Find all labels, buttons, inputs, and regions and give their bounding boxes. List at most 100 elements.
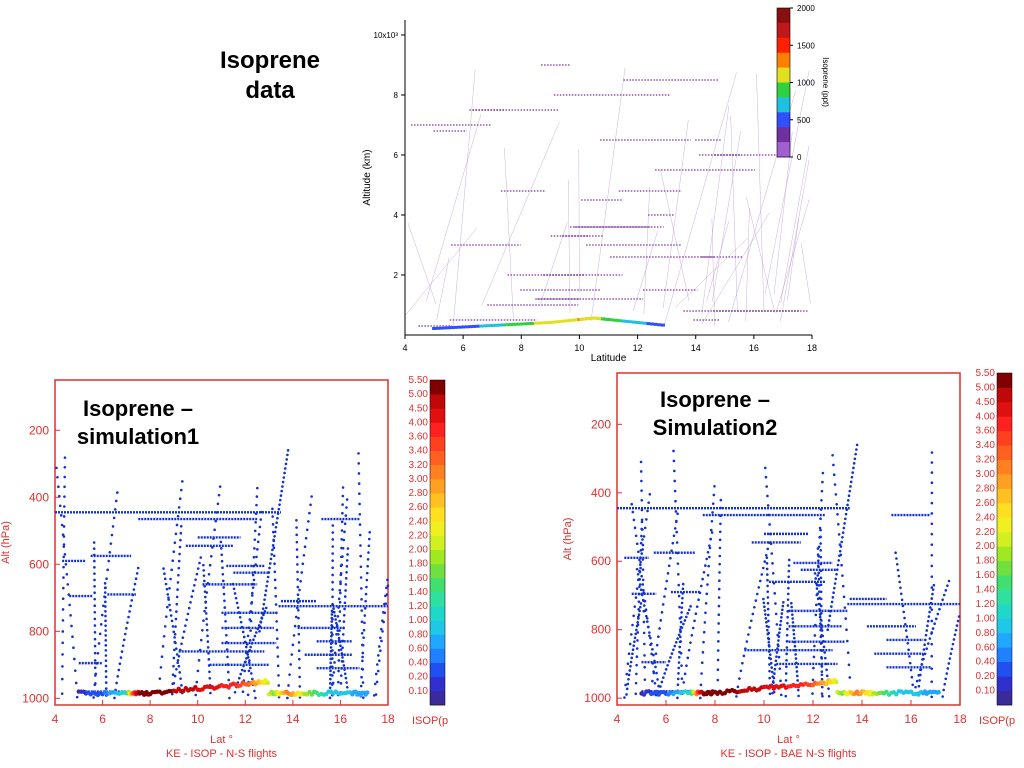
profile-point (754, 599, 758, 602)
profile-point (844, 517, 847, 521)
profile-point (220, 553, 223, 557)
profile-point (814, 613, 818, 617)
profile-point (232, 587, 236, 591)
profile-point (718, 546, 722, 550)
profile-point (272, 546, 276, 550)
colorbar-segment (997, 676, 1012, 691)
data-point (606, 318, 611, 321)
profile-point (677, 594, 681, 598)
profile-point (207, 572, 211, 576)
profile-point (295, 518, 298, 522)
profile-point (285, 458, 288, 461)
profile-point (241, 690, 245, 693)
profile-point (922, 657, 925, 661)
profile-point (361, 659, 364, 663)
profile-point (766, 578, 769, 582)
profile-point (222, 586, 225, 589)
profile-point (255, 555, 258, 559)
data-point (646, 322, 651, 326)
profile-point (842, 595, 846, 599)
profile-point (640, 518, 644, 522)
x-tick-label: 18 (807, 343, 817, 353)
profile-point (629, 664, 632, 668)
profile-point (345, 570, 348, 574)
profile-point (195, 680, 199, 684)
profile-point (379, 636, 382, 640)
data-point (555, 320, 560, 324)
profile-point (849, 485, 852, 488)
profile-point (630, 502, 634, 506)
colorbar-segment (997, 401, 1012, 417)
profile-point (844, 512, 848, 516)
colorbar-segment (777, 22, 790, 39)
profile-point (194, 578, 197, 581)
profile-point (343, 672, 347, 676)
colorbar-segment (430, 648, 445, 664)
profile-point (906, 641, 910, 645)
y-tick-label: 200 (591, 417, 611, 431)
profile-point (643, 642, 646, 646)
colorbar-segment (430, 380, 445, 395)
profile-point (180, 684, 183, 687)
profile-point (768, 523, 771, 526)
profile-point (206, 640, 210, 643)
profile-point (636, 631, 640, 634)
colorbar-segment (997, 560, 1012, 576)
profile-point (169, 608, 172, 612)
profile-point (678, 628, 682, 632)
profile-point (764, 553, 768, 557)
profile-point (936, 612, 940, 616)
profile-point (787, 558, 791, 562)
profile-point (930, 608, 934, 611)
profile-point (271, 548, 274, 552)
profile-point (339, 674, 343, 677)
profile-point (896, 568, 900, 572)
colorbar-tick-label: 0.40 (976, 657, 996, 668)
profile-point (678, 617, 682, 620)
profile-point (812, 655, 816, 659)
profile-point (925, 647, 928, 650)
profile-point (372, 694, 376, 697)
profile-point (904, 629, 908, 632)
profile-point (303, 545, 307, 549)
profile-point (294, 615, 298, 619)
profile-point (777, 655, 781, 659)
profile-point (240, 668, 244, 672)
colorbar-segment (997, 603, 1012, 619)
profile-point (253, 547, 256, 550)
profile-point (700, 661, 704, 665)
profile-point (766, 547, 770, 551)
profile-point (109, 542, 113, 545)
data-point (661, 323, 666, 327)
profile-point (175, 610, 178, 613)
profile-point (679, 652, 683, 655)
profile-point (381, 630, 384, 633)
profile-point (175, 595, 179, 599)
profile-point (382, 611, 385, 614)
profile-point (763, 609, 767, 612)
data-point (537, 321, 542, 325)
colorbar-tick-label: 3.40 (409, 446, 429, 457)
profile-point (665, 579, 669, 583)
profile-point (636, 639, 639, 642)
profile-point (93, 591, 96, 595)
profile-point (682, 681, 686, 684)
profile-point (62, 586, 65, 590)
profile-point (93, 644, 97, 648)
profile-point (816, 592, 819, 596)
profile-point (278, 498, 282, 502)
profile-point (926, 619, 930, 623)
profile-point (104, 634, 108, 637)
colorbar-tick-label: 0.80 (409, 629, 429, 640)
profile-point (93, 683, 97, 687)
profile-point (699, 683, 703, 687)
profile-point (329, 642, 333, 645)
profile-point (784, 679, 788, 682)
profile-point (357, 452, 360, 455)
profile-point (850, 475, 854, 479)
profile-point (753, 605, 756, 609)
colorbar-segment (430, 478, 445, 494)
profile-point (645, 616, 649, 620)
profile-point (360, 631, 364, 635)
profile-point (771, 562, 774, 565)
